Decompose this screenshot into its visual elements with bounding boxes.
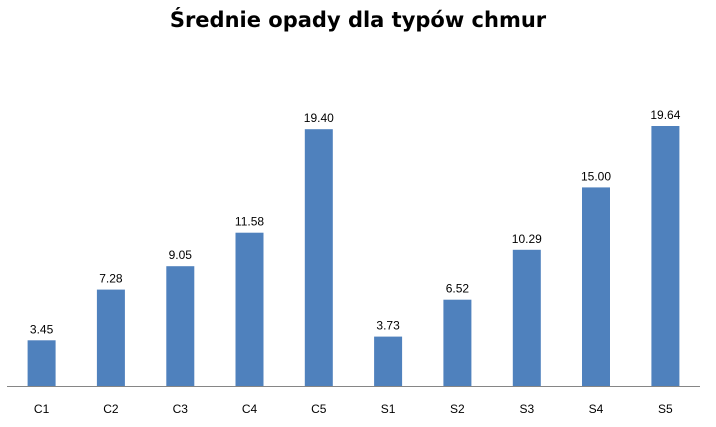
x-tick-label-s1: S1 [381, 402, 396, 416]
bar-s1 [374, 336, 403, 386]
x-tick-label-s4: S4 [589, 402, 604, 416]
x-tick-label-c4: C4 [242, 402, 258, 416]
bar-c3 [166, 266, 195, 386]
data-label-c5: 19.40 [304, 111, 334, 125]
chart-title: Średnie opady dla typów chmur [169, 8, 547, 32]
bar-c2 [96, 289, 125, 386]
data-label-s4: 15.00 [581, 169, 611, 183]
x-tick-label-c2: C2 [103, 402, 119, 416]
bar-s5 [651, 126, 680, 386]
bar-s3 [512, 249, 541, 386]
bar-c5 [304, 129, 333, 386]
x-tick-label-c3: C3 [173, 402, 189, 416]
x-tick-label-c5: C5 [311, 402, 327, 416]
bar-c4 [235, 232, 264, 386]
bar-s4 [582, 187, 610, 386]
data-label-s2: 6.52 [446, 282, 470, 296]
data-label-s3: 10.29 [512, 232, 542, 246]
data-label-c2: 7.28 [99, 272, 123, 286]
x-tick-label-s2: S2 [450, 402, 465, 416]
bar-c1 [27, 340, 56, 386]
x-tick-label-c1: C1 [34, 402, 50, 416]
data-label-c4: 11.58 [235, 215, 264, 229]
bar-s2 [443, 299, 472, 386]
data-label-s5: 19.64 [650, 108, 680, 122]
data-label-s1: 3.73 [376, 319, 400, 333]
data-label-c1: 3.45 [30, 322, 54, 336]
x-tick-label-s5: S5 [658, 402, 673, 416]
x-tick-label-s3: S3 [519, 402, 534, 416]
data-label-c3: 9.05 [169, 248, 193, 262]
